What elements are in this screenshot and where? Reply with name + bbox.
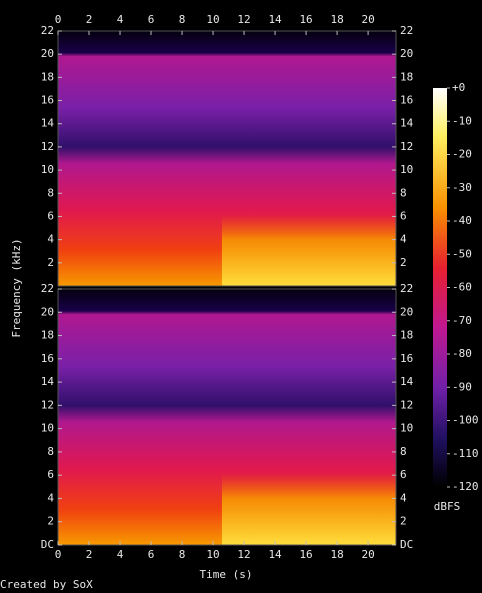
x-tick-label: 8 <box>179 548 186 561</box>
y-tick-label: 8 <box>400 186 407 199</box>
x-tick-label: 2 <box>86 548 93 561</box>
spectrogram-highlight <box>221 214 396 286</box>
x-tick-label: 6 <box>148 13 155 26</box>
y-tick-label: 18 <box>41 70 54 83</box>
y-tick-label: 22 <box>400 24 413 37</box>
y-tick-label: 12 <box>41 398 54 411</box>
y-tick-label: DC <box>41 538 54 551</box>
y-tick-label: 12 <box>400 140 413 153</box>
y-tick-label: 4 <box>400 491 407 504</box>
colorbar-tick-label: -120 <box>452 480 479 493</box>
colorbar-tick-label: -50 <box>452 247 472 260</box>
colorbar-tick-label: -80 <box>452 347 472 360</box>
x-tick-label: 16 <box>299 13 312 26</box>
y-tick-label: 6 <box>47 468 54 481</box>
x-tick-label: 8 <box>179 13 186 26</box>
y-tick-label: 4 <box>400 233 407 246</box>
colorbar-tick-label: -60 <box>452 281 472 294</box>
colorbar-label: dBFS <box>434 500 461 513</box>
y-tick-label: 18 <box>400 70 413 83</box>
y-tick-label: 18 <box>400 329 413 342</box>
y-tick-label: 10 <box>41 422 54 435</box>
colorbar-tick-label: -110 <box>452 447 479 460</box>
x-tick-label: 20 <box>361 548 374 561</box>
y-tick-label: 6 <box>47 209 54 222</box>
y-axis-label: Frequency (kHz) <box>10 238 23 337</box>
y-tick-label: 2 <box>400 515 407 528</box>
y-tick-label: 12 <box>400 398 413 411</box>
x-tick-label: 18 <box>330 13 343 26</box>
y-tick-label: 16 <box>41 352 54 365</box>
plot-frame <box>57 288 397 546</box>
spectrogram-highlight <box>221 473 396 545</box>
y-tick-label: 20 <box>41 305 54 318</box>
x-tick-label: 0 <box>55 13 62 26</box>
y-tick-label: DC <box>400 538 413 551</box>
x-tick-label: 16 <box>299 548 312 561</box>
footer: Created by SoX <box>0 578 93 591</box>
y-tick-label: 2 <box>47 515 54 528</box>
y-tick-label: 16 <box>41 94 54 107</box>
x-tick-label: 2 <box>86 13 93 26</box>
x-tick-label: 10 <box>206 13 219 26</box>
y-tick-label: 16 <box>400 352 413 365</box>
colorbar <box>433 88 447 487</box>
y-tick-label: 10 <box>400 422 413 435</box>
y-tick-label: 10 <box>41 163 54 176</box>
x-tick-label: 18 <box>330 548 343 561</box>
y-tick-label: 22 <box>41 24 54 37</box>
y-tick-label: 14 <box>400 117 414 130</box>
x-tick-label: 14 <box>268 13 282 26</box>
colorbar-tick-label: -90 <box>452 380 472 393</box>
y-tick-label: 6 <box>400 468 407 481</box>
y-tick-label: 14 <box>41 375 55 388</box>
x-tick-label: 12 <box>237 13 250 26</box>
y-tick-label: 22 <box>41 282 54 295</box>
x-tick-label: 14 <box>268 548 282 561</box>
colorbar-tick-label: -40 <box>452 214 472 227</box>
x-tick-label: 20 <box>361 13 374 26</box>
y-tick-label: 4 <box>47 233 54 246</box>
y-tick-label: 2 <box>47 256 54 269</box>
x-tick-label: 4 <box>117 13 124 26</box>
y-tick-label: 20 <box>41 47 54 60</box>
y-tick-label: 8 <box>47 186 54 199</box>
colorbar-tick-label: -20 <box>452 148 472 161</box>
y-tick-label: 20 <box>400 305 413 318</box>
x-tick-label: 4 <box>117 548 124 561</box>
colorbar-tick-label: +0 <box>452 81 465 94</box>
y-tick-label: 18 <box>41 329 54 342</box>
y-tick-label: 10 <box>400 163 413 176</box>
x-tick-label: 0 <box>55 548 62 561</box>
y-tick-label: 20 <box>400 47 413 60</box>
x-tick-label: 6 <box>148 548 155 561</box>
y-tick-label: 8 <box>400 445 407 458</box>
y-tick-label: 12 <box>41 140 54 153</box>
y-tick-label: 6 <box>400 209 407 222</box>
y-tick-label: 16 <box>400 94 413 107</box>
y-tick-label: 2 <box>400 256 407 269</box>
y-tick-label: 8 <box>47 445 54 458</box>
y-tick-label: 14 <box>400 375 414 388</box>
y-tick-label: 22 <box>400 282 413 295</box>
x-tick-label: 10 <box>206 548 219 561</box>
x-tick-label: 12 <box>237 548 250 561</box>
colorbar-tick-label: -70 <box>452 314 472 327</box>
x-axis-label: Time (s) <box>200 568 253 581</box>
colorbar-tick-label: -30 <box>452 181 472 194</box>
colorbar-tick-label: -10 <box>452 114 472 127</box>
plot-frame <box>57 30 397 287</box>
y-tick-label: 4 <box>47 491 54 504</box>
colorbar-tick-label: -100 <box>452 414 479 427</box>
y-tick-label: 14 <box>41 117 55 130</box>
